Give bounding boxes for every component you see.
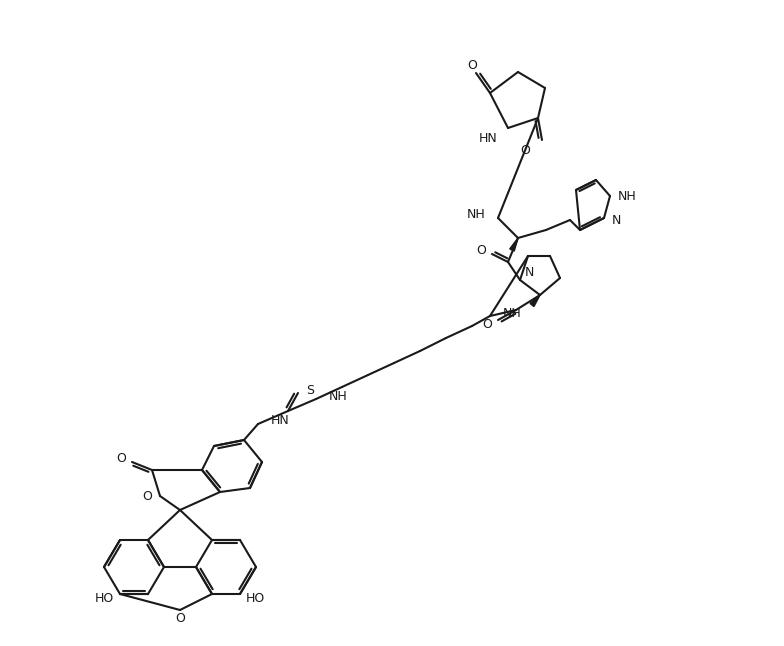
Text: HO: HO <box>95 592 114 605</box>
Text: O: O <box>482 317 492 331</box>
Text: N: N <box>612 213 622 227</box>
Polygon shape <box>510 238 518 251</box>
Text: O: O <box>142 490 152 503</box>
Text: S: S <box>306 384 314 397</box>
Text: NH: NH <box>618 189 637 202</box>
Text: NH: NH <box>466 207 485 220</box>
Text: HN: HN <box>271 415 290 428</box>
Text: N: N <box>525 266 535 278</box>
Text: O: O <box>520 143 530 156</box>
Text: HN: HN <box>479 132 498 145</box>
Text: O: O <box>476 244 486 256</box>
Text: O: O <box>116 452 126 464</box>
Text: O: O <box>467 59 477 72</box>
Text: HO: HO <box>246 592 265 605</box>
Text: O: O <box>175 612 185 625</box>
Text: NH: NH <box>503 306 521 320</box>
Polygon shape <box>530 295 540 307</box>
Text: NH: NH <box>329 390 348 402</box>
